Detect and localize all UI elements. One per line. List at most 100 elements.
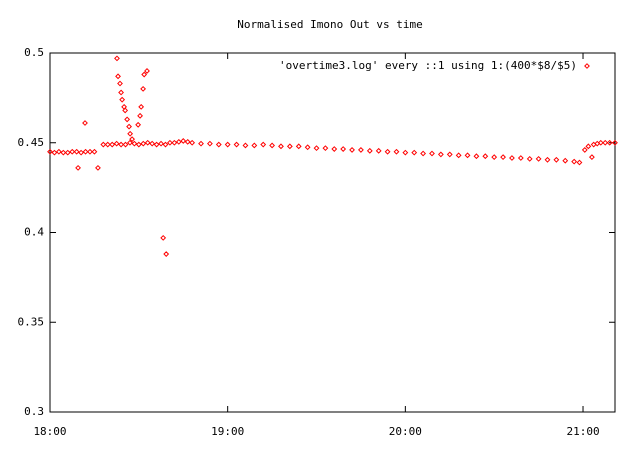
point: [581, 147, 588, 153]
point: [75, 164, 81, 171]
point: [104, 141, 111, 148]
point: [137, 112, 143, 119]
point: [242, 142, 249, 149]
point: [278, 143, 284, 150]
point: [597, 139, 604, 146]
point: [340, 146, 347, 152]
y-tick-label: 0.3: [24, 405, 44, 418]
point: [206, 140, 213, 147]
point: [535, 155, 542, 162]
point: [87, 148, 93, 155]
point: [366, 147, 373, 154]
point: [117, 80, 123, 87]
point: [544, 156, 551, 163]
point: [562, 157, 569, 164]
point: [113, 140, 120, 147]
x-tick-label: 18:00: [33, 425, 66, 438]
point: [517, 155, 524, 161]
point: [144, 139, 151, 146]
point: [455, 152, 462, 159]
x-tick-label: 20:00: [389, 425, 422, 438]
point: [127, 130, 134, 137]
point: [73, 148, 80, 155]
point: [100, 141, 107, 148]
point: [482, 153, 489, 160]
legend-marker: [584, 63, 590, 69]
point: [473, 153, 480, 160]
point: [135, 141, 142, 148]
point: [138, 103, 145, 110]
point: [402, 149, 409, 156]
point: [384, 148, 391, 155]
point: [585, 143, 592, 150]
point: [198, 140, 204, 147]
point: [286, 143, 293, 150]
point: [606, 139, 613, 146]
point: [331, 146, 338, 152]
point: [553, 156, 560, 163]
point: [95, 164, 101, 171]
point: [51, 149, 58, 156]
point: [269, 142, 275, 149]
point: [141, 71, 148, 78]
point: [144, 68, 150, 74]
point: [122, 141, 129, 148]
point: [118, 141, 124, 148]
point: [149, 140, 156, 147]
y-tick-label: 0.4: [24, 226, 44, 239]
point: [109, 141, 116, 148]
point: [393, 148, 400, 155]
point: [313, 145, 320, 152]
point: [91, 148, 98, 155]
point: [114, 55, 120, 62]
point: [140, 140, 147, 147]
point: [180, 138, 187, 144]
point: [115, 73, 121, 80]
point: [162, 141, 169, 148]
point: [175, 138, 182, 145]
point: [153, 141, 160, 148]
point: [304, 144, 311, 151]
x-tick-label: 21:00: [566, 425, 599, 438]
point: [131, 140, 138, 147]
point: [55, 148, 62, 155]
point: [358, 147, 364, 153]
point: [140, 85, 147, 92]
point: [64, 149, 71, 156]
point: [47, 148, 53, 155]
point: [464, 152, 471, 159]
point: [295, 143, 302, 150]
point: [602, 139, 609, 146]
point: [612, 139, 618, 146]
point: [160, 234, 167, 241]
point: [576, 159, 583, 166]
y-tick-label: 0.5: [24, 46, 44, 59]
point: [135, 121, 142, 128]
legend-label: 'overtime3.log' every ::1 using 1:(400*$…: [279, 59, 577, 72]
x-tick-label: 19:00: [211, 425, 244, 438]
point: [171, 139, 178, 146]
point: [129, 136, 135, 143]
point: [446, 151, 453, 158]
point: [189, 139, 196, 146]
point: [127, 139, 133, 146]
point: [122, 107, 129, 114]
point: [82, 148, 89, 155]
point: [60, 149, 67, 156]
point: [588, 154, 595, 161]
plot-border: [49, 52, 616, 413]
point: [118, 89, 124, 96]
chart-title: Normalised Imono Out vs time: [237, 18, 422, 31]
point: [82, 120, 88, 126]
point: [437, 151, 444, 158]
y-tick-label: 0.35: [18, 315, 45, 328]
point: [429, 150, 435, 157]
point: [349, 147, 355, 153]
point: [420, 150, 427, 157]
point: [126, 123, 132, 130]
point: [526, 155, 533, 162]
point: [491, 154, 498, 161]
point: [260, 141, 267, 148]
point: [78, 149, 84, 156]
point: [119, 96, 126, 103]
